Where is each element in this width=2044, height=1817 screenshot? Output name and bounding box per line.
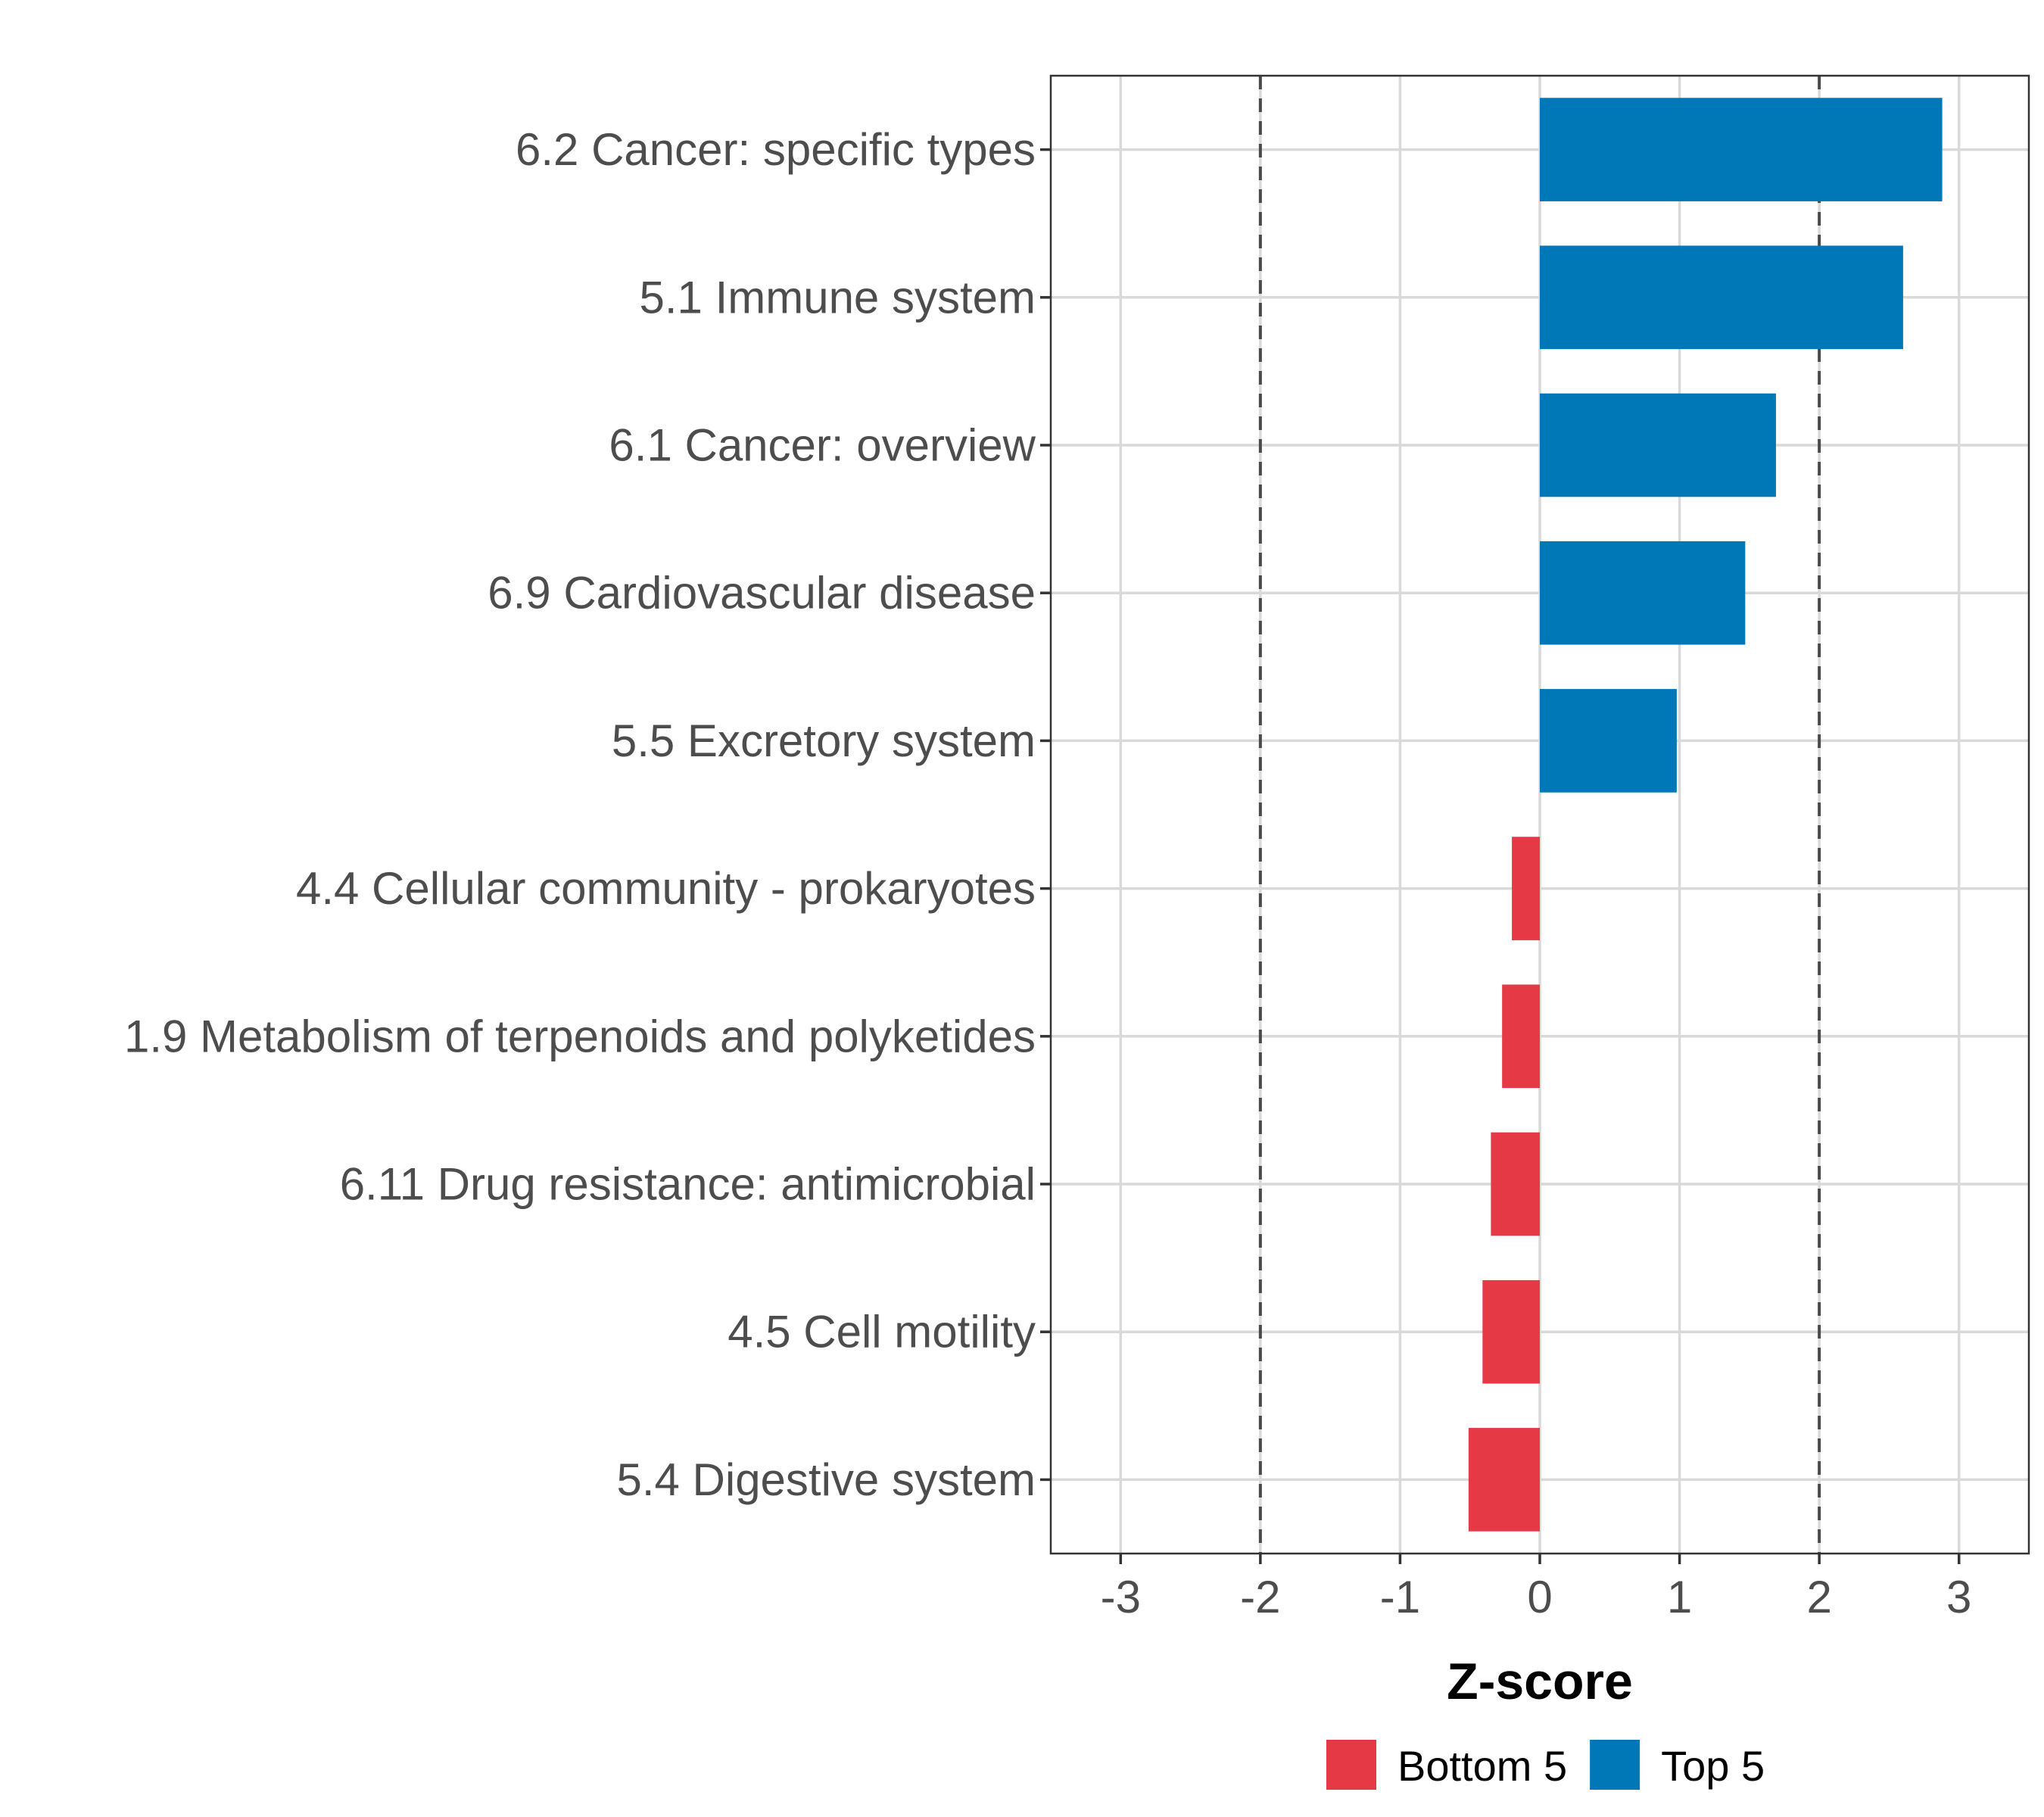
- category-label: 5.4 Digestive system: [616, 1454, 1036, 1505]
- category-label: 5.5 Excretory system: [612, 715, 1036, 766]
- bars: [1468, 98, 1943, 1532]
- reference-lines: [1258, 76, 1821, 1554]
- category-label: 4.5 Cell motility: [728, 1307, 1036, 1357]
- category-label: 6.9 Cardiovascular disease: [488, 568, 1036, 619]
- x-tick-label: 1: [1667, 1572, 1692, 1622]
- x-tick-label: 2: [1806, 1572, 1831, 1622]
- x-tick-label: -1: [1380, 1572, 1420, 1622]
- legend: Bottom 5 Top 5: [1326, 1740, 1765, 1790]
- category-label: 6.2 Cancer: specific types: [516, 124, 1036, 175]
- bar: [1540, 689, 1677, 793]
- bar: [1512, 837, 1540, 940]
- category-label: 4.4 Cellular community - prokaryotes: [296, 863, 1036, 914]
- bar: [1540, 245, 1903, 350]
- x-tick-label: 0: [1527, 1572, 1552, 1622]
- x-axis-title: Z-score: [1447, 1653, 1633, 1710]
- legend-label: Bottom 5: [1397, 1742, 1567, 1790]
- bar: [1491, 1132, 1540, 1236]
- y-axis: 6.2 Cancer: specific types 5.1 Immune sys…: [124, 124, 1051, 1505]
- category-label: 6.11 Drug resistance: antimicrobial: [340, 1159, 1036, 1210]
- x-axis: -3 -2 -1 0 1 2 3: [1101, 1554, 1971, 1622]
- category-label: 1.9 Metabolism of terpenoids and polyket…: [124, 1011, 1036, 1061]
- bar: [1540, 393, 1776, 497]
- legend-label: Top 5: [1661, 1742, 1765, 1790]
- category-label: 5.1 Immune system: [639, 272, 1036, 323]
- category-label: 6.1 Cancer: overview: [609, 420, 1036, 471]
- x-tick-label: 3: [1946, 1572, 1971, 1622]
- legend-swatch: [1326, 1740, 1376, 1790]
- bar: [1482, 1279, 1540, 1384]
- bar: [1468, 1428, 1540, 1532]
- x-tick-label: -3: [1101, 1572, 1141, 1622]
- bar: [1540, 541, 1746, 645]
- x-tick-label: -2: [1240, 1572, 1280, 1622]
- legend-swatch: [1590, 1740, 1640, 1790]
- bar: [1502, 984, 1540, 1089]
- bar: [1540, 98, 1943, 201]
